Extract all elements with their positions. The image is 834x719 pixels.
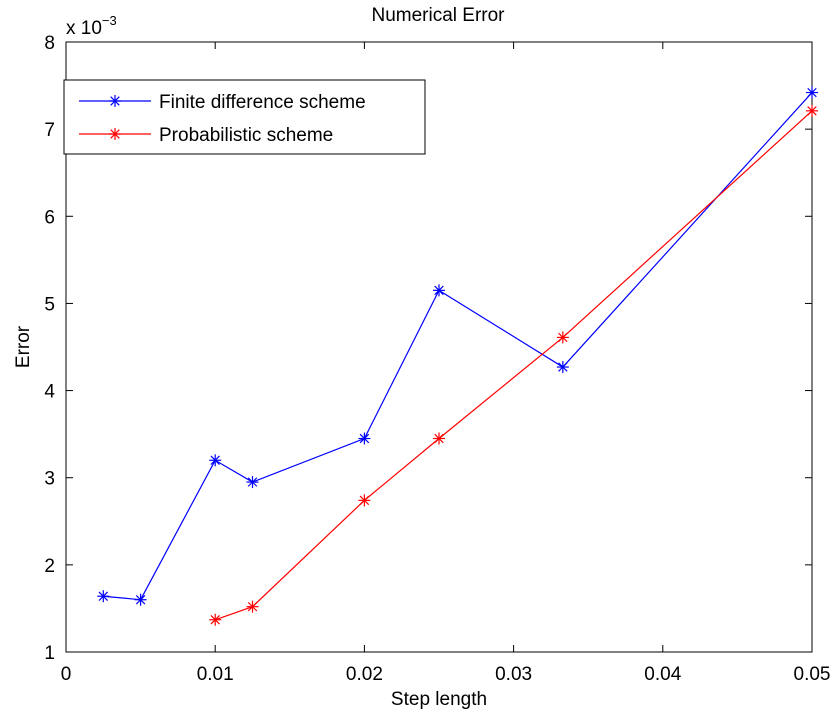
x-tick-label: 0.02 bbox=[346, 664, 383, 685]
marker-stroke bbox=[110, 129, 120, 139]
y-exponent-label: x 10−3 bbox=[66, 13, 117, 39]
marker-stroke bbox=[359, 433, 370, 444]
data-point bbox=[806, 104, 818, 117]
y-axis: 1 2 3 4 5 6 7 8 bbox=[44, 33, 812, 664]
x-axis-title: Step length bbox=[391, 689, 487, 710]
marker-stroke bbox=[247, 477, 258, 487]
series-line bbox=[215, 110, 813, 621]
marker-stroke bbox=[110, 96, 120, 106]
x-tick-label: 0.01 bbox=[197, 664, 234, 685]
y-tick-label: 4 bbox=[44, 382, 55, 403]
marker-stroke bbox=[558, 362, 568, 372]
data-point bbox=[556, 361, 569, 374]
x-axis: 0 0.01 0.02 0.03 0.04 0.05 bbox=[61, 42, 831, 685]
legend-marker bbox=[109, 128, 121, 140]
y-tick-label: 2 bbox=[44, 556, 55, 577]
y-tick-label: 8 bbox=[44, 33, 55, 54]
marker-stroke bbox=[434, 285, 444, 296]
marker-stroke bbox=[558, 332, 568, 343]
data-point bbox=[358, 432, 371, 445]
data-point bbox=[246, 600, 259, 613]
marker-stroke bbox=[807, 106, 817, 116]
marker-stroke bbox=[135, 594, 146, 605]
legend-label: Probabilistic scheme bbox=[159, 125, 333, 146]
data-point bbox=[358, 494, 371, 507]
legend-marker bbox=[109, 95, 121, 107]
data-point bbox=[556, 331, 569, 344]
marker-stroke bbox=[434, 433, 444, 444]
marker-stroke bbox=[210, 455, 220, 466]
marker-stroke bbox=[210, 615, 220, 625]
marker-stroke bbox=[359, 495, 370, 506]
y-exponent-power: −3 bbox=[102, 13, 117, 28]
y-tick-label: 7 bbox=[44, 120, 55, 141]
data-point bbox=[209, 613, 222, 626]
x-tick-label: 0.03 bbox=[495, 664, 532, 685]
legend-entry: Finite difference scheme bbox=[79, 92, 366, 113]
data-point bbox=[97, 590, 110, 603]
data-point bbox=[433, 284, 445, 297]
legend-label: Finite difference scheme bbox=[159, 92, 366, 113]
data-point bbox=[134, 593, 147, 606]
y-tick-label: 1 bbox=[44, 643, 55, 664]
y-tick-label: 3 bbox=[44, 469, 55, 490]
data-point bbox=[806, 86, 818, 99]
legend: Finite difference scheme Probabilistic sc… bbox=[63, 79, 426, 155]
x-tick-label: 0 bbox=[61, 664, 72, 685]
x-tick-label: 0.05 bbox=[794, 664, 831, 685]
y-tick-label: 5 bbox=[44, 294, 55, 315]
data-point bbox=[433, 432, 445, 445]
legend-entry: Probabilistic scheme bbox=[79, 125, 333, 146]
marker-stroke bbox=[98, 591, 109, 601]
series-2 bbox=[209, 104, 818, 626]
chart-title: Numerical Error bbox=[371, 5, 505, 26]
legend-box bbox=[63, 79, 426, 155]
y-tick-label: 6 bbox=[44, 207, 55, 228]
data-point bbox=[246, 476, 259, 489]
y-axis-title: Error bbox=[13, 325, 34, 368]
marker-stroke bbox=[247, 601, 258, 612]
marker-stroke bbox=[807, 87, 817, 98]
series-layer bbox=[97, 86, 818, 626]
y-exponent-base: x 10 bbox=[66, 18, 102, 39]
x-tick-label: 0.04 bbox=[644, 664, 681, 685]
data-point bbox=[209, 454, 222, 467]
